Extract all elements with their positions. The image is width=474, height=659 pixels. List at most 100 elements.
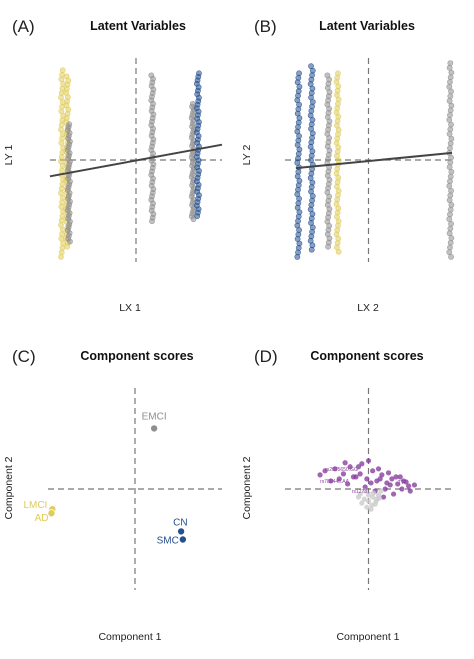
panel-b-ylabel: LY 2 [241, 145, 253, 166]
panel-d-point [389, 476, 395, 482]
panel-d-point [393, 474, 399, 480]
panel-b-point [447, 192, 454, 199]
panel-d-point [355, 494, 362, 500]
panel-d-point [345, 481, 351, 487]
panel-a-point [59, 67, 66, 74]
panel-b-point [446, 98, 453, 104]
panel-a-point [63, 73, 70, 80]
panel-b-letter: (B) [254, 17, 277, 36]
panel-c-point-label: LMCI [23, 500, 47, 511]
panel-d-point [368, 480, 374, 486]
panel-d-point [370, 494, 376, 500]
panel-b-point [448, 69, 455, 76]
panel-b-point [447, 159, 454, 166]
panel-d-point [377, 476, 383, 482]
panel-b-point [447, 145, 453, 152]
panel-b-point [447, 79, 453, 85]
panel-d-ylabel: Component 2 [241, 456, 253, 519]
panel-a-ylabel: LY 1 [3, 145, 15, 166]
panel-b-point [447, 225, 454, 232]
panel-d-point [370, 490, 377, 496]
panel-d-point [340, 471, 347, 477]
panel-d: (D) Component scores Component 1 Compone… [241, 347, 452, 643]
panel-b-point [448, 253, 454, 260]
panel-d-snp-label: rs1273... [352, 489, 371, 495]
panel-d-point [375, 466, 382, 472]
panel-c-point [150, 424, 159, 433]
panel-d-point [405, 483, 412, 489]
panel-b-point [447, 126, 454, 133]
panel-d-xlabel: Component 1 [336, 631, 399, 643]
panel-d-point [365, 498, 372, 504]
panel-b-point [446, 216, 453, 222]
panel-b-point [446, 249, 453, 256]
panel-b-point [447, 107, 454, 114]
panel-a: (A) Latent Variables LX 1 LY 1 [3, 17, 223, 314]
panel-b-point [447, 206, 454, 213]
panel-b-title: Latent Variables [319, 19, 415, 33]
panel-b-plot [285, 58, 455, 262]
panel-d-point [380, 494, 387, 500]
panel-a-point [148, 72, 155, 79]
panel-b-point [446, 230, 453, 237]
panel-a-point [66, 121, 73, 128]
panel-b: (B) Latent Variables LX 2 LY 2 [241, 17, 455, 314]
panel-b-point [446, 131, 453, 137]
panel-b-xlabel: LX 2 [357, 302, 379, 314]
panel-b-point [447, 244, 453, 251]
panel-b-point [308, 63, 314, 70]
panel-d-point [317, 472, 323, 478]
panel-d-point [390, 491, 397, 497]
panel-b-point [447, 112, 453, 118]
panel-b-point [446, 197, 453, 204]
panel-d-point [332, 466, 338, 472]
panel-d-point [407, 488, 413, 494]
panel-b-point [448, 88, 454, 95]
panel-c-point [177, 527, 186, 536]
panel-c-plot: EMCI LMCI AD CN SMC [23, 388, 222, 590]
panel-b-point [447, 74, 454, 81]
panel-c-point-label: EMCI [142, 411, 167, 422]
panel-a-letter: (A) [12, 17, 35, 36]
panel-c-ylabel: Component 2 [3, 456, 15, 519]
panel-a-fit-line [49, 143, 223, 178]
panel-b-point [447, 93, 454, 100]
panel-b-point [448, 187, 454, 194]
panel-d-point [322, 468, 328, 474]
panel-b-point [446, 164, 453, 170]
panel-d-point [359, 461, 365, 467]
panel-d-point [355, 464, 362, 470]
panel-d-point [395, 481, 401, 487]
panel-c: (C) Component scores Component 1 Compone… [3, 347, 222, 643]
panel-d-letter: (D) [254, 347, 278, 366]
panel-d-point [387, 482, 393, 488]
panel-d-point [362, 484, 368, 490]
panel-c-point-label: SMC [157, 536, 179, 547]
panel-d-point [373, 498, 379, 504]
panel-d-snp-label: rs2075650.GG [325, 467, 358, 473]
panel-d-point [397, 474, 403, 480]
panel-d-point [359, 500, 365, 506]
panel-d-point [350, 474, 357, 480]
panel-c-point-label: AD [35, 513, 49, 524]
panel-d-title: Component scores [310, 349, 423, 363]
panel-b-point [447, 178, 453, 185]
panel-d-point [342, 460, 348, 466]
panel-a-point [189, 101, 196, 107]
panel-d-point [362, 488, 368, 494]
panel-b-fit-line [295, 151, 453, 170]
panel-d-point [385, 470, 392, 476]
panel-c-letter: (C) [12, 347, 36, 366]
panel-d-point [368, 506, 374, 512]
panel-c-point-label: CN [173, 517, 187, 528]
panel-d-point [411, 482, 418, 488]
panel-b-point [446, 64, 453, 71]
panel-b-point [448, 135, 455, 142]
panel-d-point [378, 488, 384, 494]
panel-d-point [403, 479, 409, 485]
panel-a-title: Latent Variables [90, 19, 186, 33]
panel-d-point [347, 464, 353, 470]
panel-d-point [336, 476, 342, 482]
